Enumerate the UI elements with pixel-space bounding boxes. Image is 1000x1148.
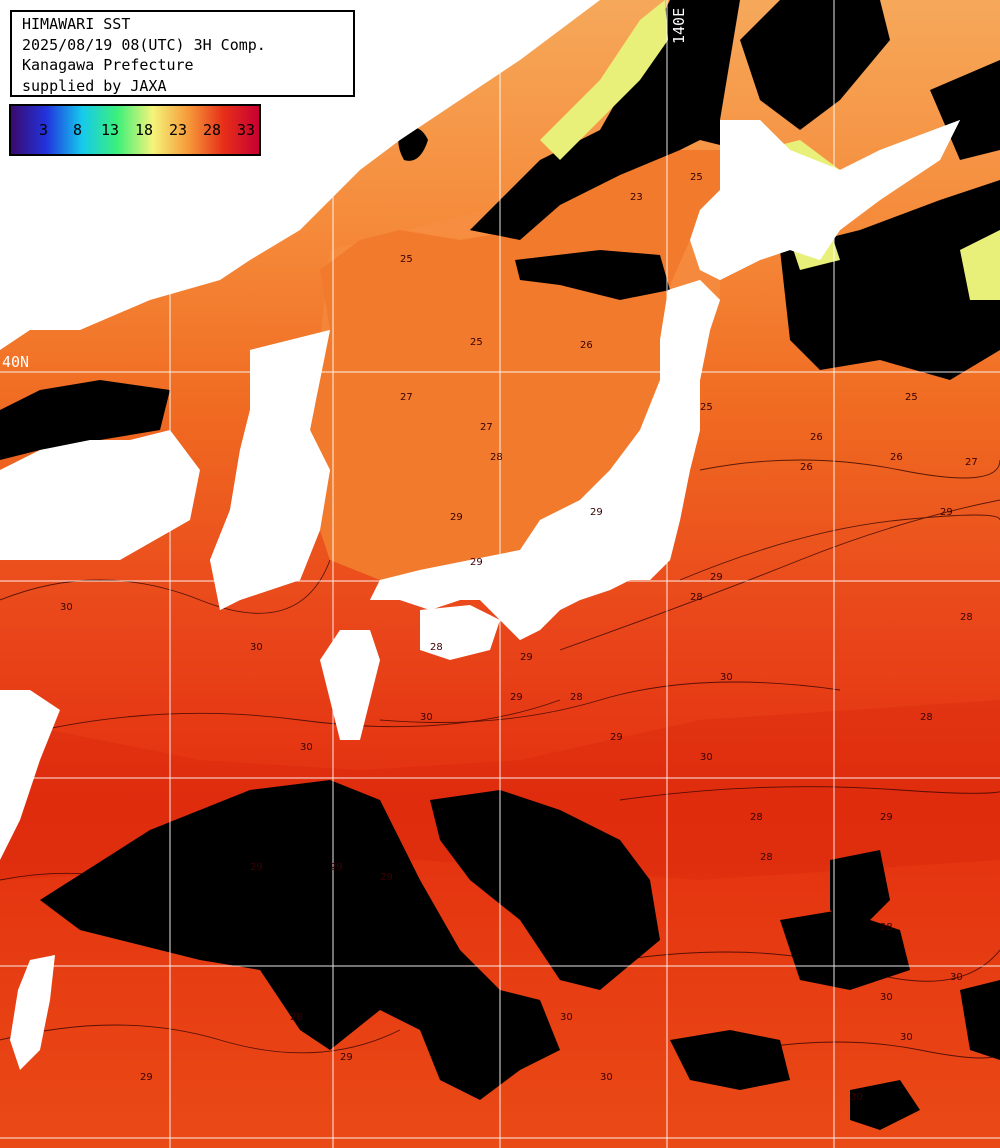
- contour-label: 28: [430, 642, 443, 653]
- contour-label: 30: [720, 672, 733, 683]
- contour-label-group: 25 25 26 25 27 27 28 29 29 29 30 30 30 28 29 28 30 29 29 30…: [60, 172, 978, 1103]
- latitude-label: 40N: [2, 353, 29, 371]
- contour-label: 29: [510, 692, 523, 703]
- contour-label: 29: [250, 862, 263, 873]
- contour-label: 26: [800, 462, 813, 473]
- timestamp: 2025/08/19 08(UTC) 3H Comp.: [22, 35, 266, 54]
- contour-label: 26: [890, 452, 903, 463]
- contour-label: 29: [470, 557, 483, 568]
- contour-label: 28: [290, 1012, 303, 1023]
- contour-label: 30: [420, 712, 433, 723]
- contour-label: 28: [920, 712, 933, 723]
- contour-label: 28: [750, 812, 763, 823]
- contour-label: 30: [250, 642, 263, 653]
- contour-label: 27: [400, 392, 413, 403]
- contour-label: 28: [570, 692, 583, 703]
- colorbar-tick-33: 33: [237, 121, 256, 139]
- colorbar-tick-23: 23: [169, 121, 188, 139]
- colorbar-tick-28: 28: [203, 121, 222, 139]
- contour-label: 30: [880, 992, 893, 1003]
- contour-label: 30: [850, 1092, 863, 1103]
- longitude-label: 140E: [670, 8, 688, 44]
- hokkaido-land: [690, 120, 960, 280]
- contour-label: 29: [380, 872, 393, 883]
- honshu-land: [370, 280, 720, 640]
- korea-land: [210, 330, 330, 610]
- contour-label: 29: [610, 732, 623, 743]
- contour-label: 30: [600, 1072, 613, 1083]
- contour-label: 23: [630, 192, 643, 203]
- contour-label: 30: [300, 742, 313, 753]
- cloud-north-coast: [470, 120, 700, 240]
- contour-label: 28: [690, 592, 703, 603]
- colorbar-tick-13: 13: [101, 121, 120, 139]
- contour-label: 27: [965, 457, 978, 468]
- map-info-box: HIMAWARI SST 2025/08/19 08(UTC) 3H Comp.…: [10, 10, 355, 97]
- contour-label: 28: [880, 922, 893, 933]
- contour-label: 26: [810, 432, 823, 443]
- product-title: HIMAWARI SST: [22, 15, 131, 33]
- contour-label: 29: [140, 1072, 153, 1083]
- contour-label: 30: [950, 972, 963, 983]
- contour-label: 30: [700, 752, 713, 763]
- sst-color-scale: 3 8 13 18 23 28 33: [9, 104, 261, 156]
- contour-label: 30: [900, 1032, 913, 1043]
- data-source: supplied by JAXA: [22, 76, 167, 95]
- contour-label: 29: [330, 862, 343, 873]
- colorbar-tick-3: 3: [39, 121, 49, 139]
- contour-label: 29: [450, 512, 463, 523]
- contour-label: 27: [480, 422, 493, 433]
- colorbar-tick-18: 18: [135, 121, 154, 139]
- contour-label: 30: [60, 602, 73, 613]
- contour-label: 29: [520, 652, 533, 663]
- contour-label: 25: [905, 392, 918, 403]
- contour-label: 28: [760, 852, 773, 863]
- contour-label: 29: [940, 507, 953, 518]
- contour-label: 28: [490, 452, 503, 463]
- contour-label: 29: [880, 812, 893, 823]
- contour-label: 28: [960, 612, 973, 623]
- contour-label: 25: [470, 337, 483, 348]
- contour-label: 25: [700, 402, 713, 413]
- provider-region: Kanagawa Prefecture: [22, 56, 194, 74]
- contour-label: 25: [400, 254, 413, 265]
- contour-label: 29: [590, 507, 603, 518]
- contour-label: 25: [690, 172, 703, 183]
- contour-label: 26: [580, 340, 593, 351]
- contour-label: 29: [710, 572, 723, 583]
- contour-label: 29: [340, 1052, 353, 1063]
- cloud-sea-of-japan: [515, 250, 670, 300]
- colorbar-tick-8: 8: [73, 121, 83, 139]
- contour-label: 30: [560, 1012, 573, 1023]
